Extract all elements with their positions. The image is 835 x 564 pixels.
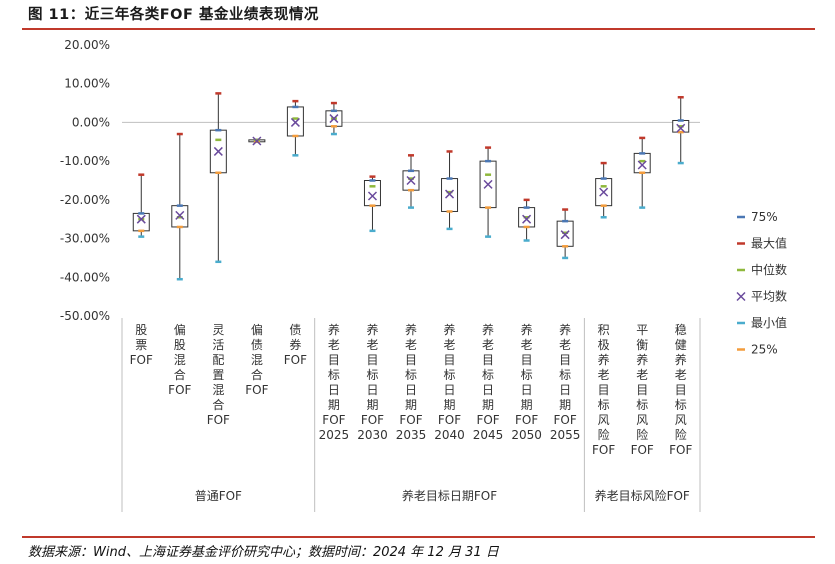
box-6 bbox=[325, 101, 343, 136]
x-category-label: 债券 FOF bbox=[284, 323, 307, 367]
x-category-label: 稳健养老目标风险 FOF bbox=[669, 322, 692, 457]
box-15 bbox=[672, 96, 690, 165]
y-tick-label: 0.00% bbox=[72, 115, 110, 129]
x-category-label: 养老目标日期 FOF 2055 bbox=[550, 322, 581, 442]
x-category-label: 养老目标日期 FOF 2035 bbox=[396, 322, 427, 442]
y-tick-label: -30.00% bbox=[60, 232, 110, 246]
group-label: 普通FOF bbox=[195, 489, 242, 503]
x-category-label: 平衡养老目标风险 FOF bbox=[631, 323, 654, 457]
legend-label-min: 最小值 bbox=[751, 315, 787, 330]
mean-marker bbox=[290, 117, 300, 127]
y-tick-label: -40.00% bbox=[60, 270, 110, 284]
x-category-label: 养老目标日期 FOF 2030 bbox=[357, 322, 388, 442]
mean-marker bbox=[175, 210, 185, 220]
y-tick-label: 10.00% bbox=[64, 77, 110, 91]
box-3 bbox=[209, 92, 227, 264]
box-13 bbox=[595, 161, 613, 219]
legend-label-max: 最大值 bbox=[751, 236, 787, 251]
legend-label-mean: 平均数 bbox=[751, 289, 787, 304]
x-category-label: 积极养老目标风险 FOF bbox=[592, 323, 615, 457]
title-divider bbox=[22, 28, 815, 30]
box-7 bbox=[363, 175, 381, 233]
box-body bbox=[633, 152, 651, 174]
legend-label-p25: 25% bbox=[751, 343, 778, 357]
mean-marker bbox=[136, 214, 146, 224]
box-10 bbox=[479, 146, 497, 238]
box-14 bbox=[633, 136, 651, 209]
box-body bbox=[363, 180, 381, 207]
box-1 bbox=[132, 173, 150, 238]
legend-label-p75: 75% bbox=[751, 210, 778, 224]
box-body bbox=[132, 212, 150, 232]
box-12 bbox=[556, 208, 574, 260]
x-category-label: 偏债混合 FOF bbox=[245, 322, 268, 397]
mean-marker bbox=[637, 160, 647, 170]
x-axis: 股票 FOF 偏股混合 FOF 灵活配置混合 FOF 偏债混合 FOF 债券 FOF 养老目标日期 F… bbox=[121, 318, 701, 512]
box-8 bbox=[402, 154, 420, 209]
x-category-label: 养老目标日期 FOF 2045 bbox=[473, 322, 504, 442]
box-11 bbox=[518, 198, 536, 242]
mean-marker bbox=[560, 230, 570, 240]
mean-marker bbox=[367, 191, 377, 201]
mean-marker bbox=[676, 123, 686, 133]
y-tick-label: 20.00% bbox=[64, 38, 110, 52]
group-label: 养老目标日期FOF bbox=[402, 488, 497, 503]
y-tick-label: -20.00% bbox=[60, 193, 110, 207]
x-category-label: 偏股混合 FOF bbox=[168, 322, 191, 397]
x-category-label: 养老目标日期 FOF 2040 bbox=[434, 322, 465, 442]
y-tick-label: -10.00% bbox=[60, 154, 110, 168]
mean-marker bbox=[213, 146, 223, 156]
mean-marker bbox=[522, 214, 532, 224]
x-category-label: 养老目标日期 FOF 2050 bbox=[511, 322, 542, 442]
mean-marker bbox=[483, 179, 493, 189]
data-source-note: 数据来源：Wind、上海证券基金评价研究中心；数据时间：2024 年 12 月 … bbox=[28, 545, 499, 560]
legend-marker-mean bbox=[736, 291, 746, 302]
box-4 bbox=[248, 136, 266, 146]
x-category-label: 股票 FOF bbox=[130, 323, 153, 367]
legend-label-median: 中位数 bbox=[751, 262, 787, 277]
box-series bbox=[132, 92, 690, 281]
x-category-label: 灵活配置混合 FOF bbox=[207, 323, 230, 427]
chart-title: 图 11：近三年各类FOF 基金业绩表现情况 bbox=[28, 7, 319, 23]
y-tick-label: -50.00% bbox=[60, 309, 110, 323]
group-label: 养老目标风险FOF bbox=[595, 488, 690, 503]
x-category-label: 养老目标日期 FOF 2025 bbox=[319, 322, 350, 442]
mean-marker bbox=[329, 114, 339, 124]
mean-marker bbox=[406, 175, 416, 186]
mean-marker bbox=[445, 189, 455, 199]
footer-divider bbox=[22, 536, 815, 538]
y-axis: 20.00% 10.00% 0.00% -10.00% -20.00% -30.00% -4… bbox=[60, 38, 700, 323]
mean-marker bbox=[252, 136, 262, 146]
box-5 bbox=[286, 99, 304, 157]
box-2 bbox=[171, 132, 189, 281]
box-9 bbox=[441, 150, 459, 231]
mean-marker bbox=[599, 187, 609, 197]
